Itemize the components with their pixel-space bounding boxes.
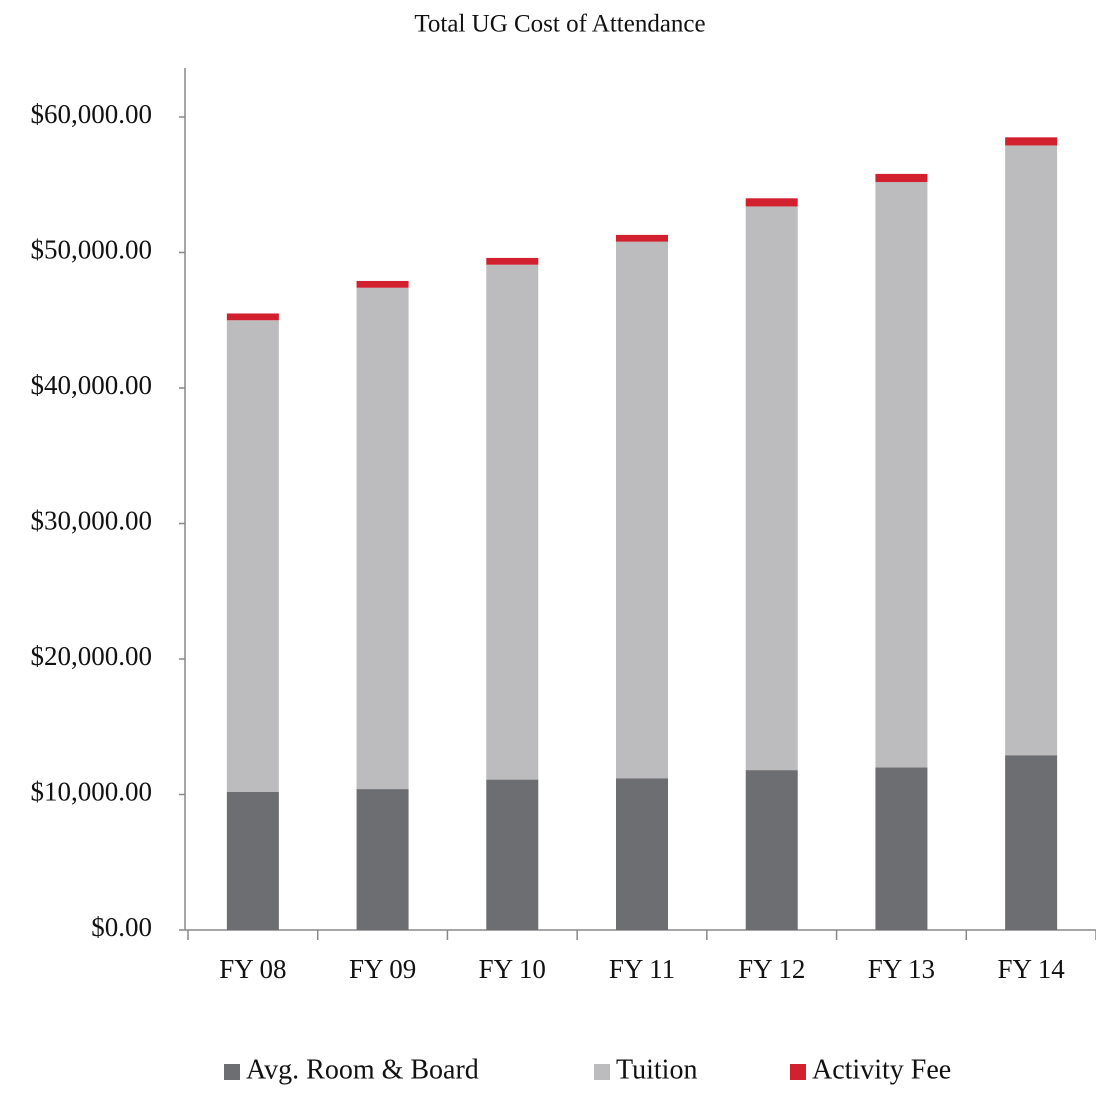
- bar-segment: [745, 770, 798, 930]
- x-tick-label: FY 09: [349, 954, 416, 984]
- bar-segment: [616, 778, 668, 930]
- bar-segment: [745, 206, 798, 771]
- x-tick-label: FY 14: [998, 954, 1066, 984]
- y-tick-label: $0.00: [91, 912, 152, 942]
- bar-segment: [226, 313, 279, 321]
- x-tick-label: FY 10: [479, 954, 546, 984]
- bar-segment: [1005, 137, 1058, 146]
- y-tick-label: $60,000.00: [31, 99, 153, 129]
- legend-label: Tuition: [616, 1054, 697, 1085]
- bar-segment: [1005, 755, 1058, 930]
- bar-segment: [616, 234, 668, 242]
- bar-segment: [875, 767, 928, 930]
- y-tick-label: $30,000.00: [31, 506, 153, 536]
- x-tick-label: FY 11: [609, 954, 675, 984]
- legend-swatch: [594, 1064, 610, 1080]
- bar-segment: [356, 789, 409, 930]
- chart-title: Total UG Cost of Attendance: [414, 11, 705, 38]
- bar-segment: [226, 791, 279, 930]
- x-tick-label: FY 08: [219, 954, 286, 984]
- y-tick-label: $10,000.00: [31, 777, 153, 807]
- y-tick-label: $40,000.00: [31, 370, 153, 400]
- legend-swatch: [790, 1064, 806, 1080]
- legend-label: Activity Fee: [812, 1054, 951, 1085]
- bar-segment: [616, 241, 668, 779]
- y-tick-label: $50,000.00: [31, 235, 153, 265]
- y-tick-label: $20,000.00: [31, 641, 153, 671]
- bar-segment: [486, 779, 539, 930]
- bar-segment: [875, 182, 928, 768]
- bar-segment: [486, 257, 539, 265]
- legend-swatch: [224, 1064, 240, 1080]
- bar-segment: [356, 287, 409, 790]
- bar-segment: [486, 264, 539, 780]
- x-tick-label: FY 12: [738, 954, 805, 984]
- bar-segment: [745, 198, 798, 207]
- x-tick-label: FY 13: [868, 954, 935, 984]
- bar-segment: [356, 280, 409, 288]
- bar-segment: [226, 320, 279, 792]
- bar-segment: [875, 173, 928, 183]
- legend-label: Avg. Room & Board: [246, 1054, 479, 1085]
- bar-segment: [1005, 145, 1058, 756]
